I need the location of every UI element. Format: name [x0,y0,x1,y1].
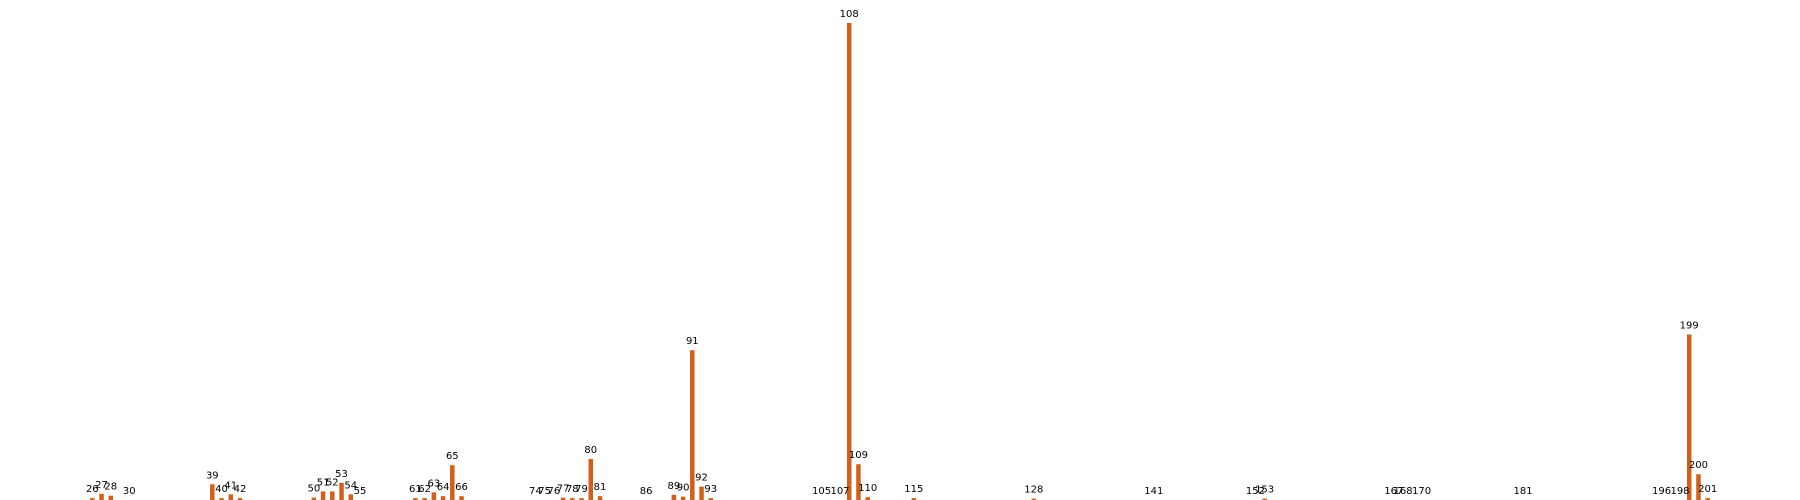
bar-153 [1262,498,1267,500]
bar-label-109: 109 [849,450,868,461]
bar-label-40: 40 [215,484,228,495]
bar-label-107: 107 [830,486,849,497]
bar-label-41: 41 [224,480,237,491]
bar-26 [90,498,95,500]
bar-label-167: 167 [1384,486,1403,497]
bar-label-54: 54 [344,480,357,491]
bar-52 [330,491,335,500]
bar-90 [680,496,686,500]
bar-81 [597,496,603,500]
bar-label-63: 63 [427,478,440,489]
bar-199 [1686,334,1692,500]
bar-80 [588,458,594,500]
bar-label-50: 50 [307,484,320,495]
bar-label-52: 52 [326,477,339,488]
bar-54 [348,494,354,500]
bar-label-115: 115 [904,484,923,495]
bar-108 [846,23,852,500]
bar-128 [1031,498,1037,500]
bar-label-30: 30 [123,486,136,497]
bar-label-28: 28 [104,482,117,493]
bar-78 [570,498,575,500]
bar-label-128: 128 [1024,485,1043,496]
bar-89 [671,494,677,500]
bar-label-81: 81 [594,482,607,493]
bar-61 [413,498,418,500]
bar-label-91: 91 [686,336,699,347]
bar-label-105: 105 [812,486,831,497]
bar-200 [1696,474,1701,500]
bar-label-61: 61 [409,484,422,495]
bar-label-65: 65 [446,451,459,462]
bar-label-89: 89 [667,481,680,492]
bar-51 [320,491,326,500]
bar-label-90: 90 [677,483,690,494]
bar-label-55: 55 [354,486,367,497]
bar-label-75: 75 [538,486,551,497]
bar-label-77: 77 [557,484,570,495]
bar-label-74: 74 [529,486,542,497]
bar-label-153: 153 [1255,485,1274,496]
bar-label-196: 196 [1652,486,1671,497]
bar-201 [1705,498,1710,500]
bar-label-80: 80 [584,445,597,456]
bar-62 [422,498,427,500]
bar-label-78: 78 [566,484,579,495]
bar-27 [99,493,104,500]
bar-label-42: 42 [234,484,247,495]
bar-63 [431,492,437,500]
bar-79 [579,498,584,500]
bar-label-199: 199 [1680,320,1699,331]
bar-label-198: 198 [1670,486,1689,497]
bar-label-62: 62 [418,484,431,495]
bar-label-168: 168 [1394,486,1413,497]
bar-92 [699,486,704,500]
bar-label-51: 51 [317,477,330,488]
bar-label-181: 181 [1514,486,1533,497]
bar-115 [911,498,917,500]
bar-109 [856,464,861,500]
bar-42 [237,498,243,500]
bar-label-108: 108 [840,9,859,20]
bar-label-79: 79 [575,484,588,495]
bar-label-53: 53 [335,469,348,480]
bar-label-141: 141 [1144,486,1163,497]
bar-label-170: 170 [1412,486,1431,497]
bar-28 [108,495,114,500]
bar-label-86: 86 [640,486,653,497]
bar-label-201: 201 [1698,484,1717,495]
bar-66 [459,496,464,500]
bar-label-39: 39 [206,470,219,481]
bar-label-152: 152 [1246,486,1265,497]
bar-41 [228,494,234,500]
bar-label-76: 76 [547,486,560,497]
bar-64 [440,496,446,500]
bar-label-66: 66 [455,482,468,493]
bar-77 [560,497,566,500]
bar-label-27: 27 [95,480,108,491]
bar-label-92: 92 [695,473,708,484]
bar-91 [690,350,695,500]
bar-50 [311,497,317,500]
bar-label-110: 110 [858,483,877,494]
bar-40 [219,498,224,500]
bar-93 [708,498,714,500]
bar-label-200: 200 [1689,460,1708,471]
bar-53 [339,482,344,500]
bar-label-93: 93 [704,484,717,495]
bar-label-64: 64 [437,482,450,493]
bar-65 [450,465,455,500]
bar-110 [865,497,870,500]
bars-group [90,23,1710,500]
bar-39 [210,484,215,500]
bar-label-26: 26 [86,484,99,495]
